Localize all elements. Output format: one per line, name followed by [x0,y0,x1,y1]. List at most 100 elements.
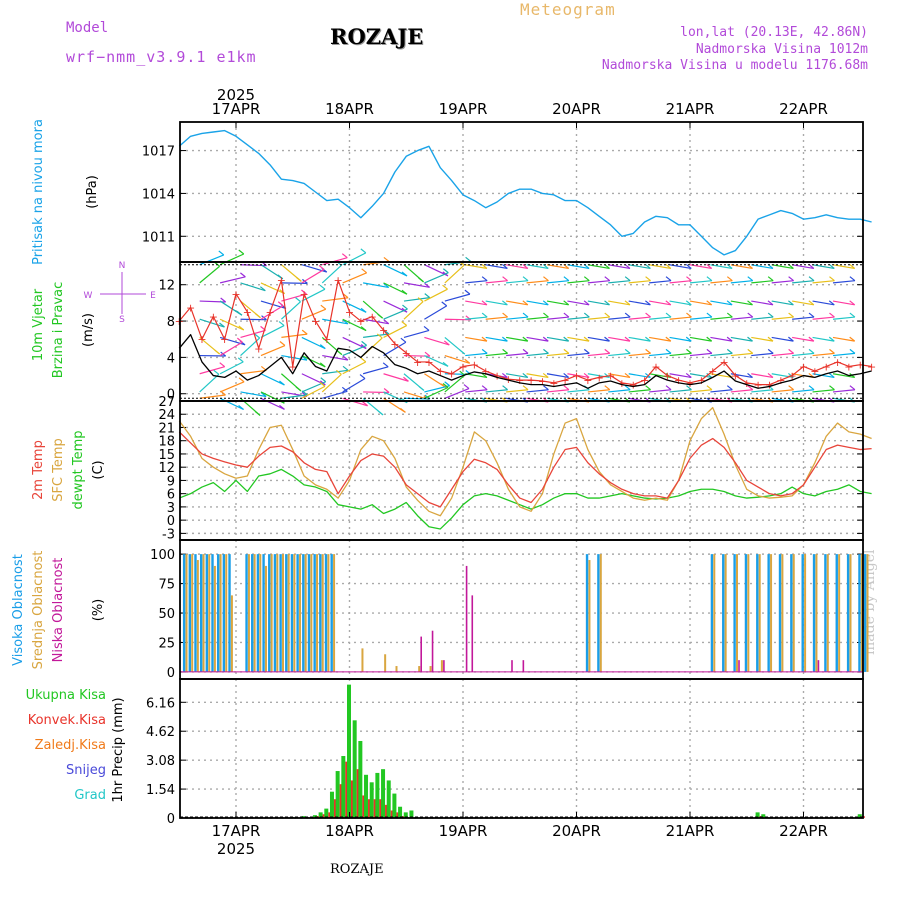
wind-barb [710,316,733,320]
wind-barb [485,280,508,284]
wind-barb [563,348,570,354]
wind-barb [751,336,774,342]
wind-gust-marker: + [776,374,785,387]
wind-barb [832,352,855,357]
wind-barb [792,300,814,306]
wind-gust-marker: + [844,360,853,373]
cloud-mid-bar [202,554,205,672]
wind-barb [608,336,631,342]
wind-barb [730,280,753,284]
wind-barb [812,373,835,379]
wind-barb [522,372,529,378]
precip-total-bar [375,772,380,818]
wind-barb [342,397,368,407]
wind-barb [319,381,326,387]
wind-barb [260,373,285,386]
cloud-high-bar [858,554,861,672]
wind-barb [628,316,651,320]
wind-barb [383,373,409,382]
wind-barb [543,276,549,282]
wind-barb [320,304,327,310]
wind-gust-marker: + [334,274,343,287]
wind-gust-marker: + [719,356,728,369]
wind-barb [685,336,692,342]
temp-ylabel-1: 2m Temp [31,440,46,500]
wind-barb [236,337,243,343]
wind-barb [829,312,835,318]
panel-pressure: 1011 1014 1017 [142,122,863,262]
precip-conv-bar [379,799,383,818]
wind-barb [608,316,631,320]
precip-total-bar [318,812,323,818]
wind-barb [481,312,488,318]
wind-barb [360,307,367,313]
wind-barb [360,357,367,363]
wind-barb [199,318,225,328]
wind-barb [238,325,245,331]
wind-gust-marker: + [197,333,206,346]
precip-total-bar [347,684,351,818]
wind-barb [465,280,488,284]
wind-barb [665,348,672,354]
wind-gust-marker: + [515,374,524,387]
compass-e: E [150,291,156,301]
wind-barb [219,322,225,328]
wind-barb [502,263,508,269]
wind-barb [383,319,390,325]
cloud-high-bar [296,554,299,672]
wind-barb [220,297,227,303]
panel-wind: 0 4 8 12 [158,262,863,403]
wind-barb [669,280,692,284]
wind-gust-line [178,279,872,386]
wind-barb [485,389,508,393]
cloud-mid-bar [247,554,250,672]
wind-gust-marker: + [833,356,842,369]
wind-barb [213,369,220,375]
wind-barb [418,277,424,283]
wind-barb [624,300,631,306]
wind-barb [465,256,471,262]
wind-barb [424,385,450,393]
wind-barb [587,264,610,270]
compass-n: N [119,261,126,271]
wind-gust-marker: + [481,365,490,378]
wind-barb [587,336,610,342]
wind-barb [301,268,325,284]
bottom-year-label: 2025 [217,840,255,858]
wind-gust-marker: + [856,359,865,372]
wind-gust-marker: + [356,315,365,328]
precip-total-bar [386,780,391,818]
wind-barb [417,297,424,303]
wind-gust-marker: + [413,356,422,369]
cloud-high-bar [205,554,209,672]
wind-barb [645,336,651,342]
wind-barb [685,263,692,269]
wind-gust-marker: + [311,315,320,328]
wind-gust-marker: + [595,371,604,384]
wind-barb [628,264,651,270]
cloud-mid-bar [395,666,398,672]
wind-barb [400,407,406,413]
wind-barb [747,348,754,354]
precip-conv-bar [402,816,406,818]
wind-barb [502,300,508,306]
y-tick-label: 15 [158,448,175,463]
precip-total-bar [398,806,403,818]
wind-barb [322,297,349,302]
wind-barb [751,373,774,379]
wind-barb [240,391,267,398]
wind-barb [543,348,549,354]
wind-barb [832,264,855,270]
wind-barb [444,374,466,393]
wind-barb [792,336,814,342]
cloud-mid-bar [208,554,211,672]
cloud-low-bar [443,660,445,672]
y-tick-label: -3 [162,527,175,542]
bottom-x-tick-label: 19APR [439,822,488,840]
wind-barb [342,293,349,299]
wind-barb [828,372,835,378]
wind-barb [788,276,794,282]
wind-barb [689,389,712,393]
precip-conv-bar [339,784,343,818]
cloud-high-bar [597,554,600,672]
